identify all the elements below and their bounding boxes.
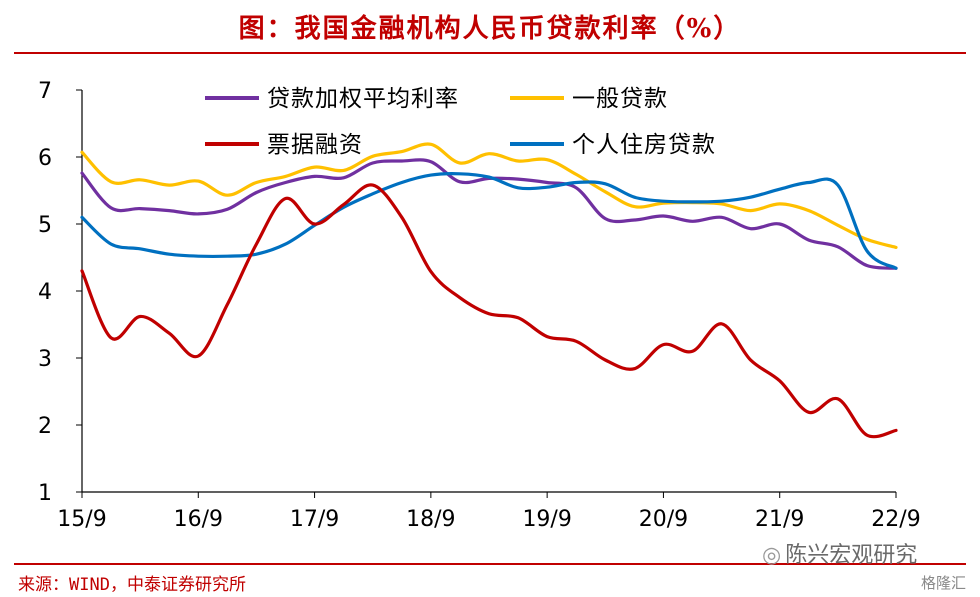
legend-label-weighted: 贷款加权平均利率 <box>267 86 459 112</box>
y-tick-label: 1 <box>38 481 52 506</box>
watermark-text: 陈兴宏观研究 <box>785 543 918 568</box>
x-tick-label: 19/9 <box>522 507 571 532</box>
y-tick-label: 7 <box>38 79 52 104</box>
watermark: ◎ 陈兴宏观研究 <box>762 537 917 569</box>
chart-axes: 1 2 3 4 5 6 7 15/9 16/9 17/9 18/9 19/9 20/9 21/9 22/9 <box>38 79 921 532</box>
legend-label-mortgage: 个人住房贷款 <box>572 132 716 158</box>
y-tick-label: 4 <box>38 280 52 305</box>
legend-label-bill: 票据融资 <box>267 132 363 158</box>
legend-label-general: 一般贷款 <box>572 86 668 112</box>
x-tick-label: 15/9 <box>57 507 106 532</box>
series-line-general <box>80 142 898 249</box>
series-line-mortgage <box>80 172 898 270</box>
watermark-logo: 格隆汇 <box>920 574 966 592</box>
source-divider <box>14 563 966 565</box>
source-note: 来源：WIND，中泰证券研究所 <box>18 575 246 595</box>
x-tick-label: 21/9 <box>755 507 804 532</box>
series-line-bill <box>80 183 898 439</box>
chart-title: 图：我国金融机构人民币贷款利率（%） <box>238 14 742 44</box>
chart-lines <box>80 142 898 439</box>
y-tick-label: 2 <box>38 414 52 439</box>
x-tick-label: 22/9 <box>871 507 920 532</box>
x-tick-label: 20/9 <box>639 507 688 532</box>
x-tick-label: 16/9 <box>174 507 223 532</box>
title-divider <box>14 52 966 54</box>
wechat-icon: ◎ <box>762 543 782 568</box>
y-tick-label: 5 <box>38 213 52 238</box>
y-tick-label: 6 <box>38 146 52 171</box>
x-tick-label: 17/9 <box>290 507 339 532</box>
y-tick-label: 3 <box>38 347 52 372</box>
x-tick-label: 18/9 <box>406 507 455 532</box>
